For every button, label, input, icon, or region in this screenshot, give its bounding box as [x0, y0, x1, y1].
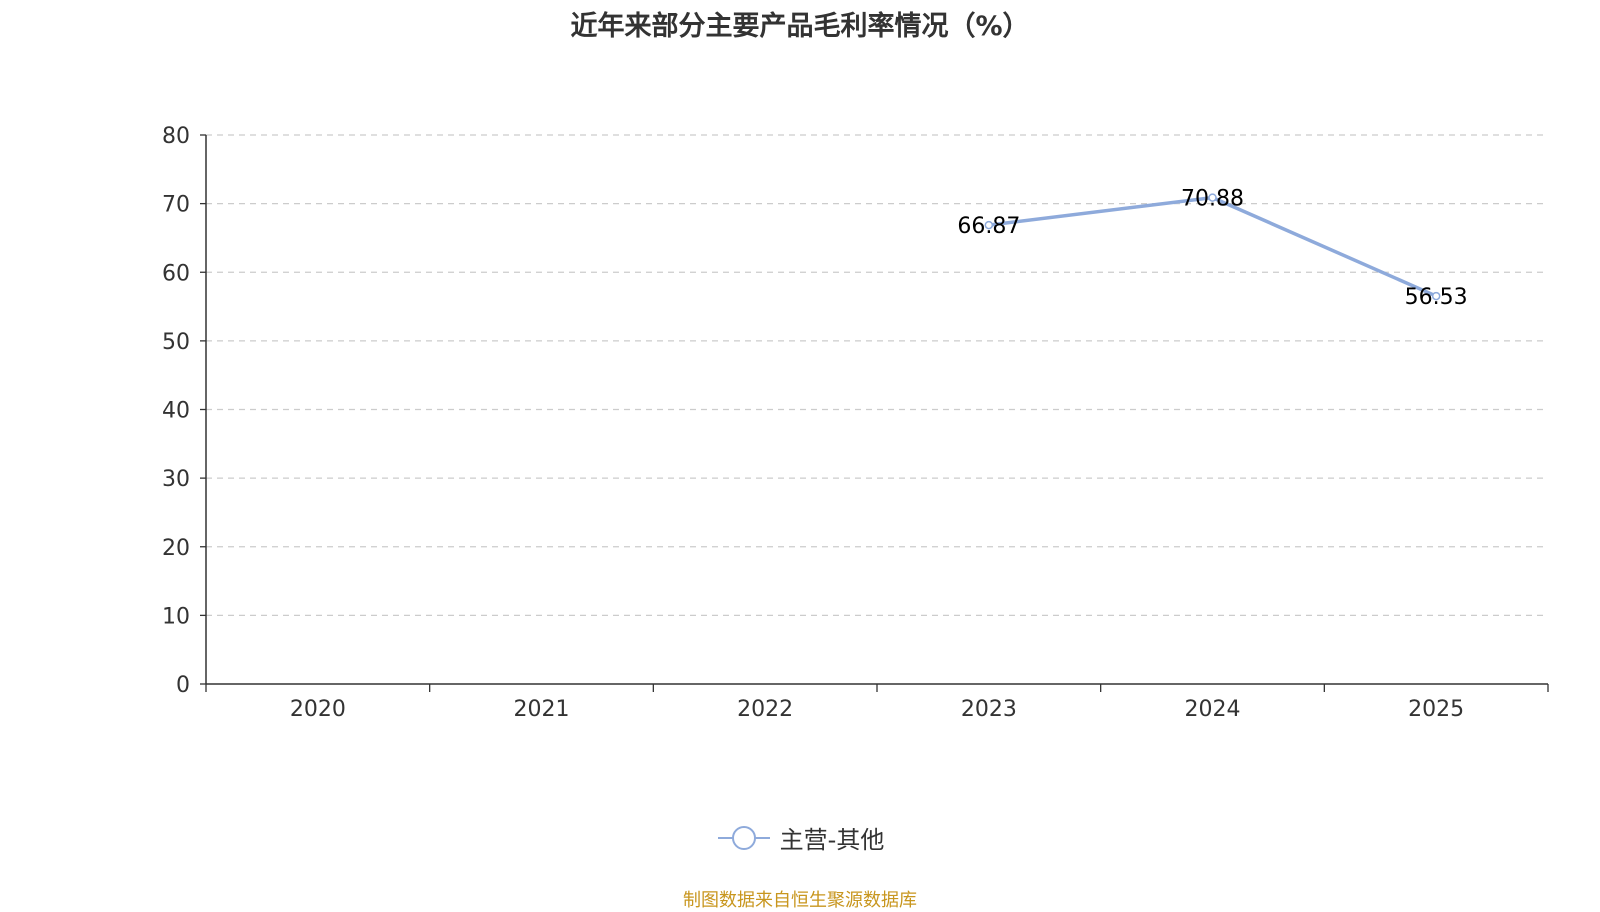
data-label: 70.88 [1181, 187, 1244, 212]
legend[interactable]: 主营-其他 [0, 820, 1600, 855]
x-tick-label: 2020 [290, 697, 346, 722]
data-point [1208, 193, 1217, 202]
legend-label: 主营-其他 [779, 826, 885, 854]
data-point [984, 220, 994, 230]
x-tick-label: 2025 [1408, 697, 1464, 722]
y-tick-label: 60 [162, 261, 190, 286]
y-tick-label: 40 [162, 399, 190, 424]
data-labels: 66.87 70.88 56.53 [957, 187, 1467, 310]
y-tick-label: 0 [176, 673, 190, 698]
series-line [988, 195, 1437, 298]
gridlines [206, 134, 1548, 617]
y-tick-label: 30 [162, 467, 190, 492]
axes: 0 10 20 30 40 50 60 70 80 2020 2021 2022 2023 2024 202… [162, 124, 1549, 722]
x-tick-label: 2021 [514, 697, 570, 722]
x-tick-label: 2024 [1185, 697, 1241, 722]
chart-title: 近年来部分主要产品毛利率情况（%） [570, 11, 1030, 42]
y-tick-label: 50 [162, 330, 190, 355]
data-label: 66.87 [957, 214, 1020, 239]
x-tick-label: 2023 [961, 697, 1017, 722]
y-tick-label: 70 [162, 193, 190, 218]
y-tick-label: 20 [162, 536, 190, 561]
legend-line-circle-icon [717, 825, 770, 850]
series [984, 193, 1441, 301]
data-label: 56.53 [1405, 285, 1468, 310]
data-point [1431, 291, 1441, 301]
y-tick-label: 10 [162, 604, 190, 629]
source-note: 制图数据来自恒生聚源数据库 [683, 890, 917, 911]
x-tick-label: 2022 [737, 697, 793, 722]
y-tick-label: 80 [162, 124, 190, 149]
